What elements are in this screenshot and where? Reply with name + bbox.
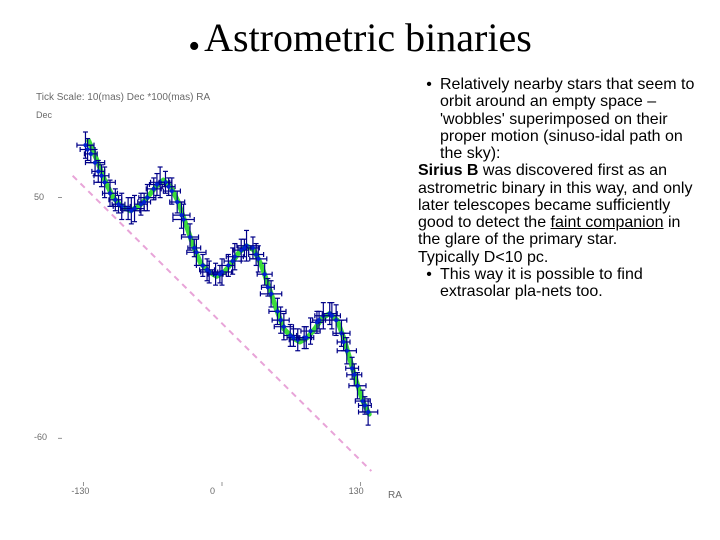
bullet-icon: • — [418, 76, 440, 162]
x-tick-label: 130 — [349, 486, 364, 496]
chart-svg — [22, 92, 408, 512]
description-column: • Relatively nearby stars that seem to o… — [418, 76, 698, 300]
astrometry-chart: Tick Scale: 10(mas) Dec *100(mas) RA Dec… — [22, 92, 408, 512]
faint-companion-link[interactable]: faint companion — [551, 214, 664, 231]
page-title: •Astrometric binaries — [0, 14, 720, 66]
x-tick-label: -130 — [71, 486, 89, 496]
list-item: • This way it is possible to find extras… — [418, 266, 698, 301]
sirius-b-label: Sirius B — [418, 162, 478, 179]
title-bullet-icon: • — [188, 28, 200, 65]
y-tick-label: -60 — [34, 432, 47, 442]
bullet-icon: • — [418, 266, 440, 301]
list-item: Sirius B was discovered first as an astr… — [418, 162, 698, 248]
bullet-text: Relatively nearby stars that seem to orb… — [440, 76, 698, 162]
x-tick-label: 0 — [210, 486, 215, 496]
list-item: Typically D<10 pc. — [418, 249, 698, 266]
list-item: • Relatively nearby stars that seem to o… — [418, 76, 698, 162]
bullet-text: This way it is possible to find extrasol… — [440, 266, 698, 301]
typical-distance: Typically D<10 pc. — [418, 249, 548, 266]
title-text: Astrometric binaries — [204, 15, 532, 60]
y-tick-label: 50 — [34, 192, 44, 202]
